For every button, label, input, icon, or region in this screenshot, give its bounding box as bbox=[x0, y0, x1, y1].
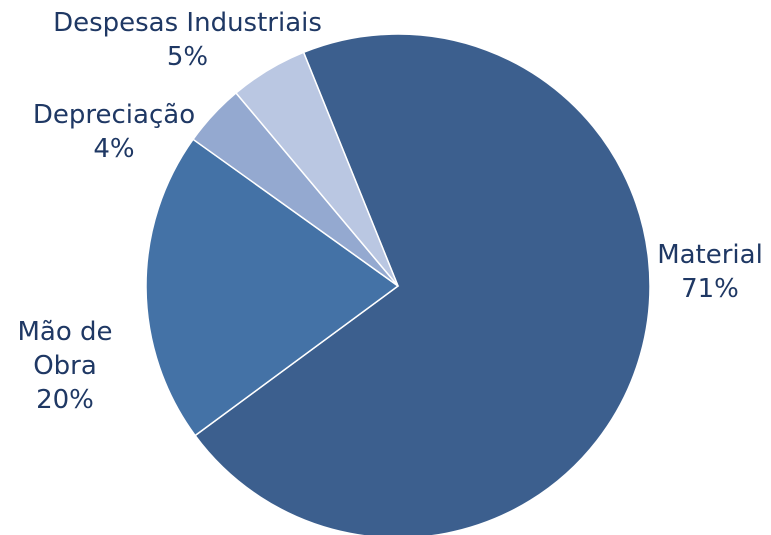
data-label-material-percent: 71% bbox=[681, 274, 739, 304]
data-label-despesas-industriais-name: Despesas Industriais bbox=[53, 8, 322, 38]
data-label-material: Material 71% bbox=[650, 238, 770, 306]
data-label-despesas-industriais: Despesas Industriais 5% bbox=[50, 6, 325, 74]
data-label-despesas-industriais-percent: 5% bbox=[166, 42, 209, 72]
pie-slice-despesas-industriais bbox=[234, 51, 399, 287]
pie-slice-mao-de-obra bbox=[145, 138, 400, 437]
data-label-mao-de-obra: Mão de Obra 20% bbox=[10, 315, 120, 417]
data-label-depreciacao-name: Depreciação bbox=[32, 100, 196, 130]
data-label-material-name: Material bbox=[657, 240, 763, 270]
data-label-mao-de-obra-percent: 20% bbox=[36, 385, 94, 415]
data-label-depreciacao: Depreciação 4% bbox=[28, 98, 200, 166]
data-label-mao-de-obra-name-line2: Obra bbox=[33, 351, 97, 381]
pie-slice-material bbox=[194, 33, 651, 535]
data-label-depreciacao-percent: 4% bbox=[93, 134, 135, 164]
data-label-mao-de-obra-name-line1: Mão de bbox=[17, 317, 113, 347]
